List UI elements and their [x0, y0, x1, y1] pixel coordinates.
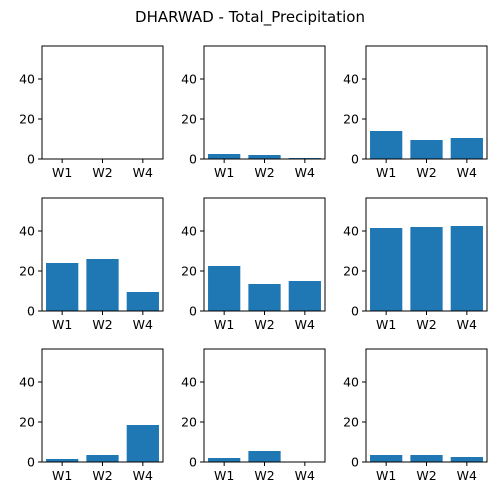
y-tick-label: 20: [181, 112, 197, 127]
x-tick-label: W4: [133, 468, 153, 483]
bar-w2: [86, 455, 119, 462]
x-tick-label: W2: [416, 468, 436, 483]
x-tick-label: W1: [376, 165, 396, 180]
y-tick-label: 40: [19, 375, 35, 390]
bar-w2: [410, 140, 443, 159]
subplot-7: 0 20 40 W1 W2 W4: [19, 348, 164, 483]
y-tick-label: 0: [27, 304, 35, 319]
x-tick-label: W1: [214, 468, 234, 483]
subplot-8: 0 20 40 W1 W2 W4: [181, 348, 326, 483]
bar-w1: [208, 458, 241, 462]
x-tick-label: W1: [214, 165, 234, 180]
x-tick-label: W4: [457, 317, 477, 332]
y-tick-label: 20: [343, 415, 359, 430]
x-tick-label: W2: [254, 317, 274, 332]
y-tick-label: 0: [27, 455, 35, 470]
x-tick-label: W2: [92, 165, 112, 180]
y-tick-label: 40: [181, 72, 197, 87]
y-tick-label: 20: [181, 264, 197, 279]
x-tick-label: W4: [295, 165, 315, 180]
subplot-9: 0 20 40 W1 W2 W4: [343, 348, 488, 483]
x-tick-label: W2: [92, 468, 112, 483]
subplot-6: 0 20 40 W1 W2 W4: [343, 197, 488, 332]
x-tick-label: W4: [457, 468, 477, 483]
x-tick-label: W1: [376, 317, 396, 332]
bar-w4: [450, 457, 483, 462]
y-tick-label: 20: [19, 112, 35, 127]
x-tick-label: W1: [52, 317, 72, 332]
axes-frame: [365, 348, 488, 463]
x-tick-label: W1: [52, 165, 72, 180]
y-tick-label: 40: [19, 72, 35, 87]
bar-w4: [126, 425, 159, 462]
bar-w2: [248, 284, 281, 311]
bar-w2: [410, 227, 443, 311]
subplot-grid: 0 20 40 W1 W2 W4 0 20 40 W1 W2 W4 0 20 40 W1 W2 W4 0 20 40 W1…: [19, 45, 488, 483]
bar-w4: [288, 281, 321, 311]
subplot-2: 0 20 40 W1 W2 W4: [181, 45, 326, 180]
bar-w1: [370, 455, 403, 462]
x-tick-label: W1: [376, 468, 396, 483]
y-tick-label: 40: [19, 224, 35, 239]
y-tick-label: 20: [343, 264, 359, 279]
y-tick-label: 0: [351, 304, 359, 319]
bar-w1: [370, 228, 403, 311]
x-tick-label: W4: [133, 165, 153, 180]
bar-w4: [450, 138, 483, 159]
x-tick-label: W2: [92, 317, 112, 332]
axes-frame: [41, 45, 164, 160]
axes-frame: [203, 45, 326, 160]
y-tick-label: 20: [19, 264, 35, 279]
x-tick-label: W4: [133, 317, 153, 332]
subplot-3: 0 20 40 W1 W2 W4: [343, 45, 488, 180]
y-tick-label: 0: [189, 455, 197, 470]
bar-w1: [370, 131, 403, 159]
bar-w1: [208, 154, 241, 159]
x-tick-label: W1: [214, 317, 234, 332]
bar-w2: [410, 455, 443, 462]
x-tick-label: W1: [52, 468, 72, 483]
x-tick-label: W2: [254, 468, 274, 483]
bar-w1: [46, 459, 79, 462]
bar-w2: [248, 155, 281, 159]
y-tick-label: 40: [343, 72, 359, 87]
y-tick-label: 20: [343, 112, 359, 127]
x-tick-label: W4: [295, 468, 315, 483]
x-tick-label: W2: [254, 165, 274, 180]
subplot-5: 0 20 40 W1 W2 W4: [181, 197, 326, 332]
y-tick-label: 40: [181, 375, 197, 390]
bar-w4: [450, 226, 483, 311]
bar-w1: [208, 266, 241, 311]
figure-title: DHARWAD - Total_Precipitation: [135, 8, 365, 27]
bar-w2: [248, 451, 281, 462]
subplot-1: 0 20 40 W1 W2 W4: [19, 45, 164, 180]
y-tick-label: 0: [351, 455, 359, 470]
y-tick-label: 40: [343, 375, 359, 390]
y-tick-label: 0: [189, 304, 197, 319]
y-tick-label: 40: [181, 224, 197, 239]
x-tick-label: W2: [416, 165, 436, 180]
axes-frame: [203, 348, 326, 463]
y-tick-label: 0: [27, 152, 35, 167]
bar-w2: [86, 259, 119, 311]
y-tick-label: 40: [343, 224, 359, 239]
y-tick-label: 20: [19, 415, 35, 430]
bar-w4: [126, 292, 159, 311]
x-tick-label: W4: [295, 317, 315, 332]
subplot-4: 0 20 40 W1 W2 W4: [19, 197, 164, 332]
x-tick-label: W4: [457, 165, 477, 180]
bar-w1: [46, 263, 79, 311]
y-tick-label: 0: [351, 152, 359, 167]
y-tick-label: 0: [189, 152, 197, 167]
y-tick-label: 20: [181, 415, 197, 430]
x-tick-label: W2: [416, 317, 436, 332]
